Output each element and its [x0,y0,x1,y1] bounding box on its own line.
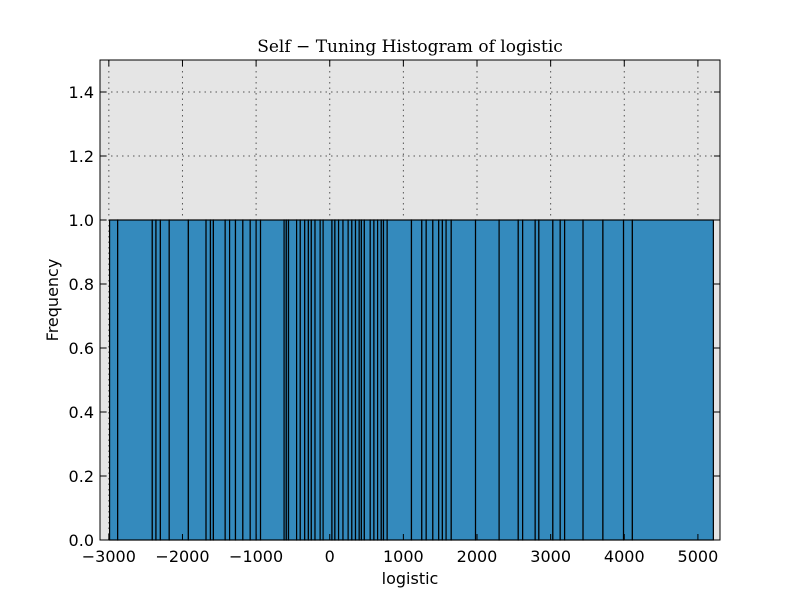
x-tick-label: 2000 [457,547,498,566]
histogram-bar [564,219,584,541]
y-tick-label: 0.6 [69,339,94,358]
histogram-bar [287,219,298,541]
y-axis-label: Frequency [43,259,62,342]
histogram-bar [187,219,207,541]
bars [108,219,714,541]
histogram-bar [538,219,554,541]
histogram-bar [421,219,427,541]
plot-frame [99,59,721,541]
y-tick-label: 0.8 [69,275,94,294]
y-tick-label: 0.2 [69,467,94,486]
histogram-bar [445,219,452,541]
histogram-bar [224,219,231,541]
histogram-bar [205,219,212,541]
histogram-bar [498,219,519,541]
x-tick-label: 5000 [678,547,719,566]
histogram-bar [259,219,285,541]
histogram-bar [168,219,189,541]
histogram-bar [363,219,371,541]
histogram-bar [410,219,423,541]
histogram-bar [249,219,257,541]
histogram-bar [425,219,434,541]
histogram-bar [337,219,344,541]
x-tick-label: 4000 [604,547,645,566]
histogram-bar [108,219,119,541]
histogram-bar [582,219,604,541]
histogram-bar [386,219,413,541]
histogram-bar [631,219,714,541]
y-tick-label: 1.0 [69,211,94,230]
histogram-bar [314,219,321,541]
histogram-bar [228,219,237,541]
axis-ticks [100,60,720,541]
histogram-bar [234,219,244,541]
histogram-bar [212,219,226,541]
tick-labels: −3000 −2000 −1000 0 1000 2000 3000 4000 5000 0.0 0… [69,83,719,566]
y-tick-label: 1.4 [69,83,94,102]
x-tick-label: −2000 [155,547,209,566]
x-axis-label: logistic [382,569,439,588]
y-tick-label: 1.2 [69,147,94,166]
histogram-bar [299,219,306,541]
x-tick-label: −3000 [82,547,136,566]
histogram-bar [432,219,440,541]
histogram-bar [159,219,170,541]
y-tick-label: 0.0 [69,531,94,550]
x-tick-label: −1000 [229,547,283,566]
histogram-bar [117,219,153,541]
histogram-bar [322,219,333,541]
histogram-bar [559,219,566,541]
x-tick-label: 3000 [530,547,571,566]
histogram-bar [474,219,500,541]
histogram-bar [517,219,524,541]
chart-title: Self − Tuning Histogram of logistic [257,37,563,57]
histogram-bar [342,219,349,541]
histogram-bar [155,219,161,541]
histogram-bar [522,219,536,541]
x-tick-label: 0 [325,547,335,566]
y-tick-label: 0.4 [69,403,94,422]
x-tick-label: 1000 [383,547,424,566]
histogram-bar [255,219,262,541]
histogram-bar [622,219,633,541]
histogram-bar [450,219,477,541]
histogram-bar [242,219,251,541]
histogram-bar [552,219,561,541]
histogram-bar [602,219,625,541]
